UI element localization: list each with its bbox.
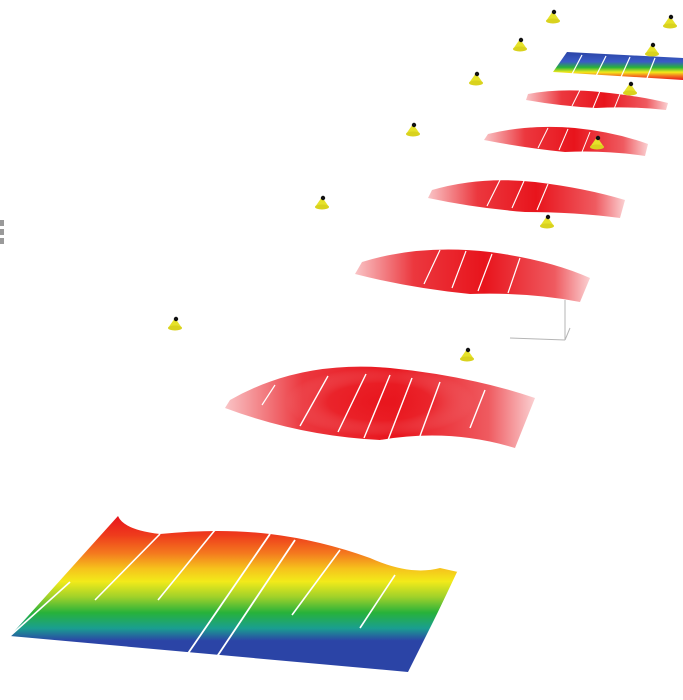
- marker-icon: [315, 195, 329, 210]
- near-rainbow-slab: [9, 516, 459, 691]
- marker-icon: [406, 122, 420, 137]
- axis-ticks: [509, 300, 571, 341]
- red-slab-3: [428, 179, 625, 218]
- red-slab-2: [484, 126, 648, 156]
- red-slab-4: [355, 249, 590, 302]
- marker-icon: [469, 71, 483, 86]
- marker-icon: [623, 81, 637, 96]
- red-slab-5: [225, 366, 535, 448]
- marker-icon: [546, 9, 560, 24]
- gray-grid-glyph-icon: [0, 220, 4, 244]
- marker-icon: [513, 37, 527, 52]
- marker-icon: [540, 214, 554, 229]
- far-rainbow-slab: [553, 52, 683, 80]
- marker-icon: [460, 347, 474, 362]
- marker-icon: [168, 316, 182, 331]
- marker-icon: [645, 42, 659, 57]
- red-slab-1: [526, 89, 668, 110]
- marker-icon: [663, 14, 677, 29]
